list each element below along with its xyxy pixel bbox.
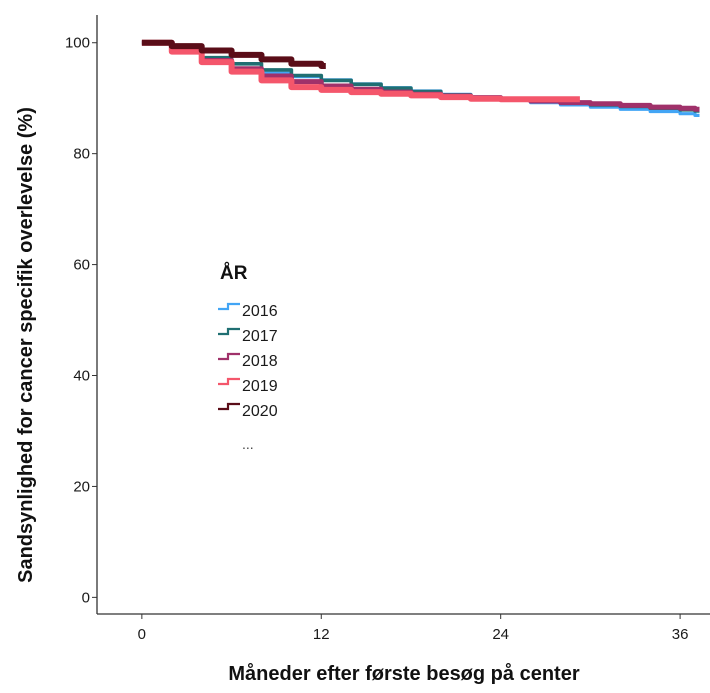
legend: ÅR ... 2016 2017 2018 2019 2020 — [218, 263, 278, 452]
legend-label-2019: 2019 — [242, 378, 278, 395]
y-tick-label: 60 — [73, 257, 90, 274]
y-tick-labels: 0 20 40 60 80 100 — [65, 35, 97, 606]
y-tick-label: 0 — [82, 589, 90, 606]
legend-label-2020: 2020 — [242, 403, 278, 420]
legend-swatch-2020 — [218, 402, 240, 411]
legend-title: ÅR — [220, 263, 248, 284]
y-tick-label: 100 — [65, 35, 90, 52]
series-line-2019 — [141, 39, 580, 103]
series-layer — [141, 39, 700, 117]
legend-label-2017: 2017 — [242, 328, 278, 345]
x-tick-label: 36 — [672, 626, 689, 643]
legend-label-2016: 2016 — [242, 303, 278, 320]
y-tick-label: 40 — [73, 368, 90, 385]
x-axis-label: Måneder efter første besøg på center — [228, 662, 579, 685]
x-tick-label: 12 — [313, 626, 330, 643]
y-tick-label: 80 — [73, 146, 90, 163]
legend-more: ... — [242, 436, 254, 452]
legend-swatch-2019 — [218, 377, 240, 386]
legend-swatch-2018 — [218, 352, 240, 361]
series-line-2020 — [141, 39, 326, 69]
x-tick-labels: 0 12 24 36 — [138, 614, 689, 643]
legend-swatch-2017 — [218, 327, 240, 336]
y-axis-label: Sandsynlighed for cancer specifik overle… — [15, 107, 37, 583]
x-tick-label: 0 — [138, 626, 146, 643]
legend-swatch-2016 — [218, 302, 240, 311]
y-tick-label: 20 — [73, 478, 90, 495]
legend-label-2018: 2018 — [242, 353, 278, 370]
axes — [96, 15, 710, 615]
x-tick-label: 24 — [492, 626, 509, 643]
